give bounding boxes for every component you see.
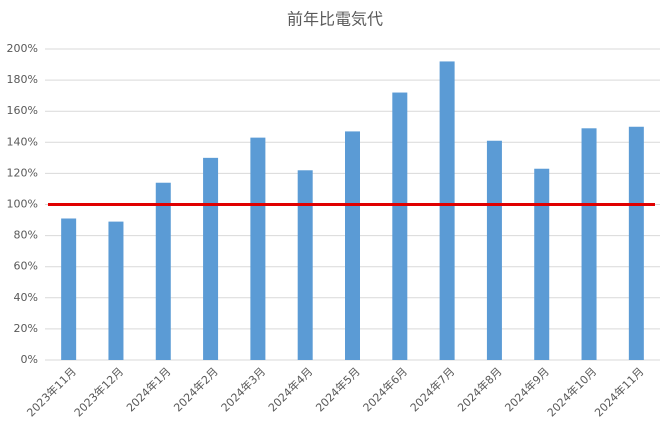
x-tick-label: 2024年10月 xyxy=(544,364,599,419)
bar xyxy=(392,92,408,360)
y-tick-label: 180% xyxy=(7,73,38,86)
x-tick-label: 2024年5月 xyxy=(313,364,363,414)
bar xyxy=(486,140,502,360)
y-tick-label: 120% xyxy=(7,166,38,179)
bar xyxy=(155,182,171,360)
y-tick-label: 160% xyxy=(7,104,38,117)
y-tick-label: 140% xyxy=(7,135,38,148)
y-tick-label: 0% xyxy=(21,353,38,366)
bar xyxy=(581,128,597,360)
y-tick-label: 80% xyxy=(14,229,38,242)
x-tick-label: 2024年6月 xyxy=(360,364,410,414)
x-tick-label: 2023年12月 xyxy=(71,364,126,419)
x-tick-label: 2023年11月 xyxy=(24,364,79,419)
chart-title: 前年比電気代 xyxy=(287,10,383,29)
bar xyxy=(534,168,550,360)
y-tick-label: 20% xyxy=(14,322,38,335)
x-tick-label: 2024年7月 xyxy=(407,364,457,414)
y-tick-label: 200% xyxy=(7,42,38,55)
bar xyxy=(108,221,124,360)
x-tick-label: 2024年11月 xyxy=(591,364,646,419)
bar xyxy=(345,131,360,360)
x-tick-label: 2024年2月 xyxy=(171,364,221,414)
x-tick-label: 2024年3月 xyxy=(218,364,268,414)
bar xyxy=(61,218,77,360)
x-tick-label: 2024年1月 xyxy=(123,364,173,414)
bar xyxy=(203,157,219,360)
y-tick-label: 100% xyxy=(7,198,38,211)
y-tick-label: 40% xyxy=(14,291,38,304)
x-tick-label: 2024年9月 xyxy=(502,364,552,414)
bar xyxy=(439,61,455,360)
x-tick-label: 2024年4月 xyxy=(265,364,315,414)
bar xyxy=(297,170,313,360)
y-tick-label: 60% xyxy=(14,260,38,273)
x-tick-label: 2024年8月 xyxy=(454,364,504,414)
bar xyxy=(250,137,266,360)
bar xyxy=(628,126,644,360)
